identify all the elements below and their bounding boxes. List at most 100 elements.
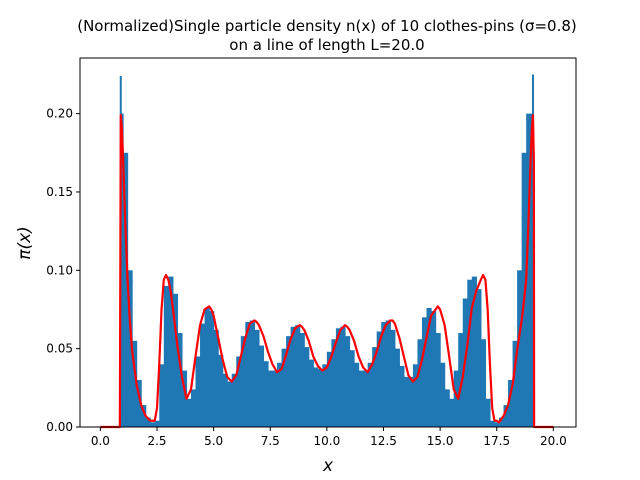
histogram-bar <box>218 354 224 427</box>
histogram-bar <box>426 307 432 427</box>
histogram-bar <box>209 311 215 427</box>
histogram-bar <box>159 364 165 427</box>
x-tick-label: 17.5 <box>483 434 510 448</box>
histogram-bar <box>168 276 174 427</box>
histogram-bar <box>421 317 428 427</box>
histogram-bar <box>236 356 242 427</box>
histogram-bar <box>231 373 237 427</box>
histogram-bar <box>367 362 373 427</box>
histogram-bar <box>290 326 296 427</box>
histogram-bar <box>363 370 369 427</box>
histogram-bar <box>249 320 255 427</box>
histogram-bar <box>467 279 473 427</box>
histogram-bar <box>335 328 342 427</box>
histogram-bar <box>222 373 228 427</box>
chart-title-line2: on a line of length L=20.0 <box>229 36 424 54</box>
histogram-bar <box>512 340 518 427</box>
histogram-bar <box>453 370 459 427</box>
histogram-bar <box>308 359 314 427</box>
histogram-bar <box>313 367 319 427</box>
histogram-bar <box>200 323 206 427</box>
histogram-bar <box>344 336 351 427</box>
histogram-bar <box>195 356 201 427</box>
y-tick-label: 0.00 <box>46 420 73 434</box>
histogram-bar <box>449 398 455 427</box>
axes-frame <box>79 57 577 428</box>
histogram-bar <box>317 369 323 427</box>
histogram-bar <box>277 362 283 427</box>
histogram-bar <box>299 332 305 427</box>
histogram-bar <box>498 417 505 427</box>
y-tick-label: 0.15 <box>46 185 73 199</box>
histogram-bar <box>526 113 532 427</box>
y-axis: 0.00 0.05 0.10 0.15 0.20 <box>46 107 80 434</box>
x-tick-label: 5.0 <box>204 434 223 448</box>
histogram-bar <box>281 348 287 427</box>
histogram-bar <box>141 405 147 427</box>
histogram-bar <box>390 329 396 427</box>
y-tick-label: 0.05 <box>46 342 73 356</box>
histogram-bar <box>489 420 496 427</box>
histogram-bar <box>295 325 301 427</box>
x-tick-label: 20.0 <box>540 434 567 448</box>
histogram-bar <box>381 322 387 427</box>
histogram-bar <box>412 364 419 427</box>
histogram-bar <box>326 351 332 427</box>
histogram-bar <box>471 276 477 427</box>
x-tick-label: 0.0 <box>91 434 110 448</box>
y-tick-label: 0.20 <box>46 107 73 121</box>
chart-title-line1: (Normalized)Single particle density n(x)… <box>77 17 577 35</box>
histogram-bar <box>503 405 509 427</box>
histogram-bar <box>190 389 197 427</box>
histogram-bar <box>181 370 188 427</box>
x-tick-label: 10.0 <box>314 434 341 448</box>
histogram-bar <box>340 326 346 427</box>
histogram-bar <box>240 336 246 427</box>
histogram-bar <box>322 364 328 427</box>
x-tick-label: 2.5 <box>147 434 166 448</box>
histogram-bar <box>408 376 414 427</box>
histogram-bar <box>204 307 210 427</box>
histogram-bar <box>286 336 292 427</box>
histogram-bar <box>458 332 464 427</box>
histogram-bar <box>349 350 355 427</box>
histogram-bar <box>444 389 450 427</box>
histogram-bar <box>517 270 523 427</box>
histogram-bar <box>394 348 400 427</box>
histogram-bar <box>403 376 410 427</box>
histogram-bar <box>485 398 491 427</box>
histogram-bar <box>508 379 514 427</box>
histogram-bar <box>186 398 192 427</box>
histogram-bar <box>435 332 441 427</box>
histogram-bar <box>263 361 269 427</box>
histogram-bar <box>267 370 274 427</box>
histogram-bar <box>354 362 360 427</box>
x-tick-label: 7.5 <box>261 434 280 448</box>
histogram-bar <box>172 293 178 427</box>
histogram-bar <box>272 370 278 427</box>
histogram-bar <box>476 289 482 427</box>
histogram-series <box>119 74 534 428</box>
histogram-bar <box>399 365 405 427</box>
histogram-bar <box>480 339 487 427</box>
histogram-bar <box>376 331 382 427</box>
histogram-bar <box>213 329 219 427</box>
histogram-bar <box>150 422 156 427</box>
y-tick-label: 0.10 <box>46 263 73 277</box>
histogram-bar <box>440 362 446 427</box>
histogram-bar <box>120 113 124 427</box>
histogram-bar <box>385 320 391 427</box>
density-curve <box>100 114 554 429</box>
x-tick-label: 15.0 <box>427 434 454 448</box>
histogram-bar <box>358 370 364 427</box>
histogram-bar <box>163 285 169 427</box>
histogram-bar <box>258 345 265 427</box>
plot-area <box>100 74 554 429</box>
histogram-bar <box>254 329 260 427</box>
histogram-bar <box>227 381 233 427</box>
histogram-bar <box>431 311 437 427</box>
histogram-bar <box>154 420 160 427</box>
histogram-bar <box>132 340 138 427</box>
histogram-bar <box>331 339 337 427</box>
histogram-bar <box>245 322 251 427</box>
